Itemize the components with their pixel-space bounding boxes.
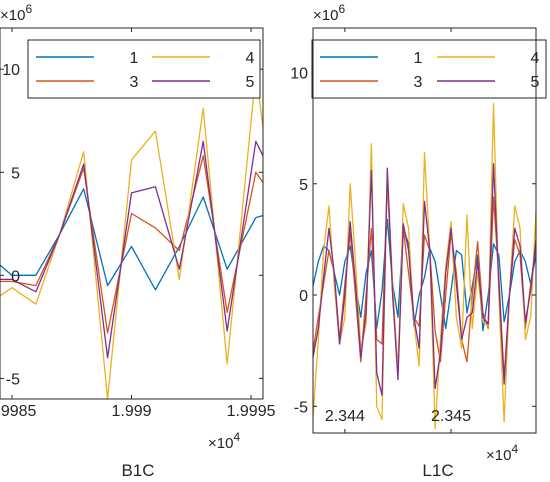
l1c-series-5-line: [313, 163, 536, 396]
b1c-axes-box: [0, 27, 264, 400]
b1c-x-tick-label: 1.9995: [227, 403, 276, 420]
b1c-legend-label-3: 3: [130, 74, 139, 91]
b1c-series-1-line: [0, 188, 263, 291]
b1c-y-tick-label: 0: [11, 268, 20, 285]
b1c-title: B1C: [121, 461, 154, 480]
l1c-legend: 1 4 3 5: [311, 39, 547, 99]
b1c-x-multiplier: ×104: [208, 430, 240, 452]
l1c-y-multiplier: ×106: [313, 2, 345, 24]
b1c-y-tick-label: -5: [6, 371, 20, 388]
l1c-title: L1C: [422, 461, 453, 480]
l1c-legend-box: [311, 39, 547, 99]
l1c-y-tick-label: 5: [299, 177, 308, 194]
l1c-series-1-line: [313, 218, 536, 332]
l1c-legend-label-5: 5: [531, 74, 540, 91]
l1c-y-tick-label: 0: [299, 288, 308, 305]
b1c-legend-box: [27, 39, 261, 99]
b1c-legend: 1 4 3 5: [27, 39, 261, 99]
b1c-series-5-line: [0, 140, 263, 359]
chart-b1c: ×106 -5 0 5 10 1.9985 1.999 1.9995 1 4 3 5 ×104 B1…: [0, 2, 276, 480]
chart-l1c: ×106 -5 0 5 10 2.344 2.345 1 4 3 5 ×104 L1C: [290, 2, 547, 480]
l1c-y-tick-label: -5: [294, 399, 308, 416]
l1c-plot-area: -5 0 5 10 2.344 2.345 1 4 3 5: [290, 28, 547, 433]
b1c-legend-label-5: 5: [246, 74, 255, 91]
b1c-series-4-line: [0, 72, 263, 399]
l1c-legend-label-4: 4: [531, 50, 540, 67]
l1c-x-tick-label: 2.344: [325, 408, 365, 425]
b1c-x-tick-label: 1.9985: [0, 403, 37, 420]
b1c-y-multiplier: ×106: [0, 2, 32, 24]
b1c-x-tick-label: 1.999: [111, 403, 151, 420]
l1c-axes-box: [312, 27, 537, 434]
b1c-legend-label-4: 4: [246, 50, 255, 67]
b1c-series-3-line: [0, 155, 263, 334]
l1c-legend-label-1: 1: [414, 50, 423, 67]
b1c-legend-label-1: 1: [130, 50, 139, 67]
l1c-legend-label-3: 3: [414, 74, 423, 91]
l1c-x-multiplier: ×104: [486, 442, 518, 464]
b1c-plot-area: -5 0 5 10 1.9985 1.999 1.9995 1 4 3 5: [0, 28, 276, 420]
l1c-y-tick-label: 10: [290, 66, 308, 83]
l1c-x-tick-label: 2.345: [431, 408, 471, 425]
b1c-y-tick-label: 10: [2, 62, 20, 79]
b1c-y-tick-label: 5: [11, 165, 20, 182]
